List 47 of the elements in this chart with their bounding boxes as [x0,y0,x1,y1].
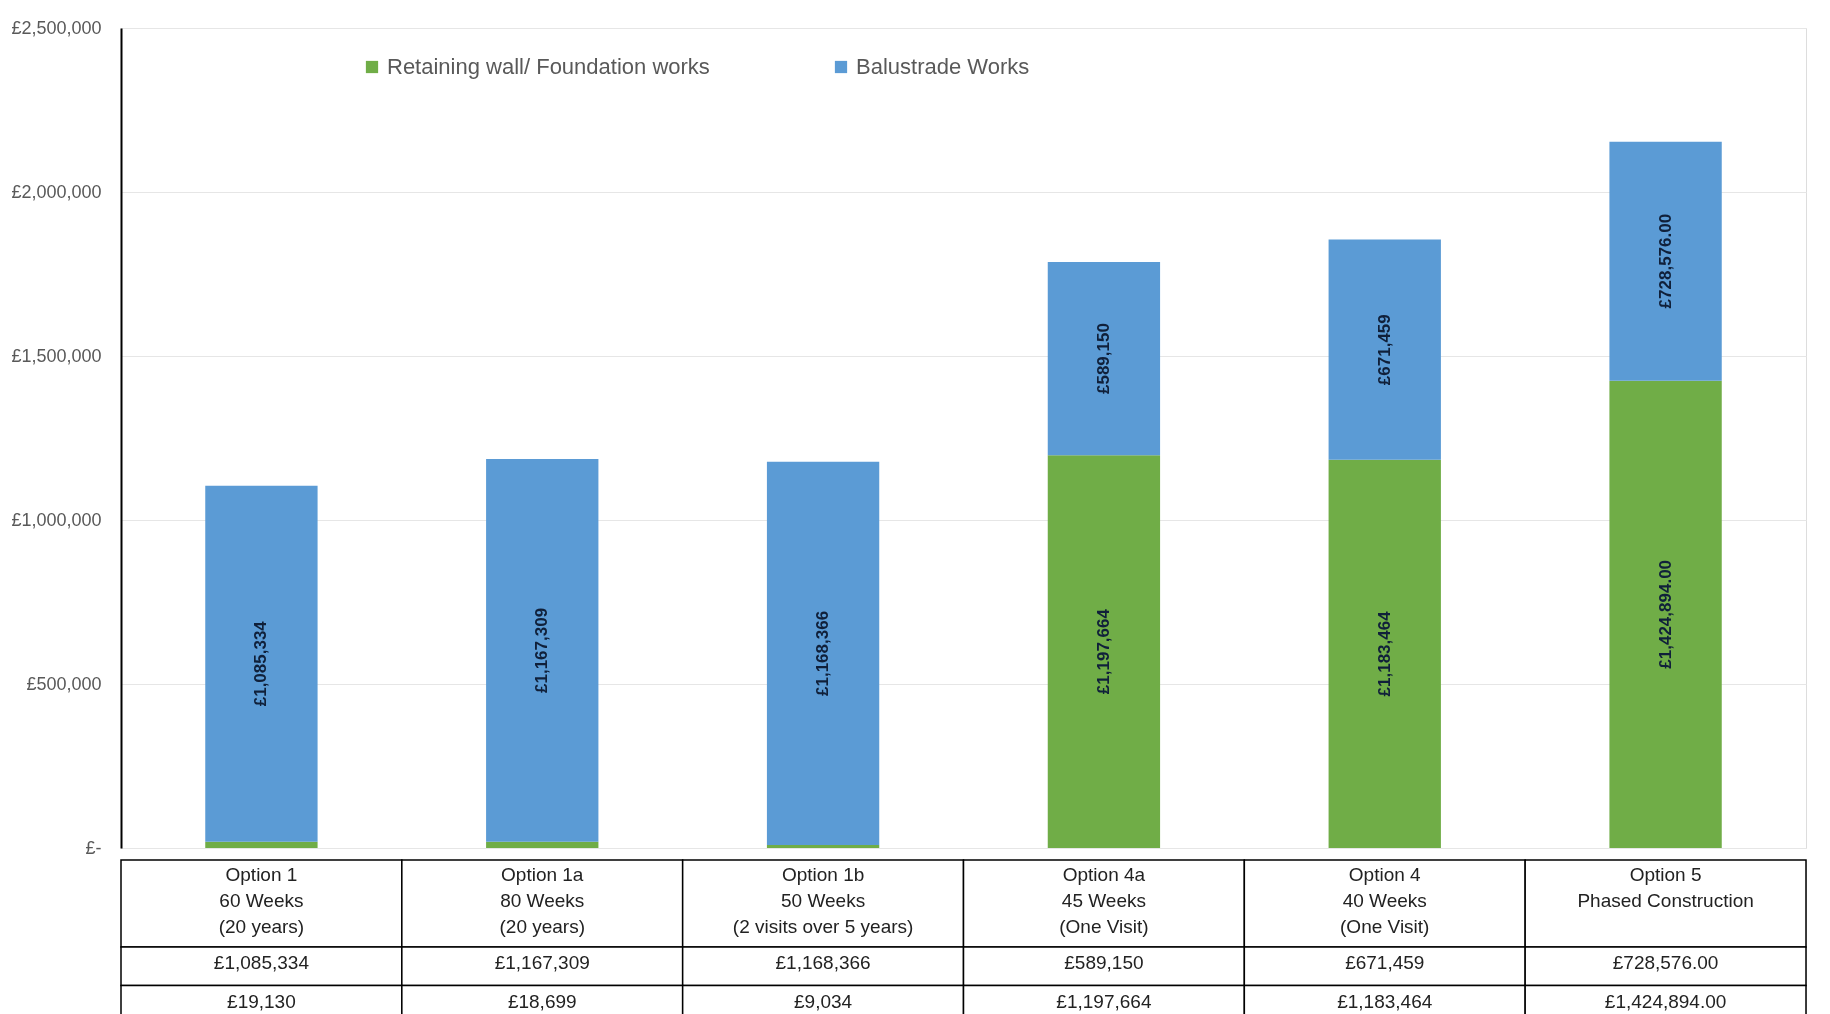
y-tick-label: £1,000,000 [11,509,102,530]
bar [1047,261,1161,456]
data-label: £9,034 [794,990,853,1012]
text: £1,197,664 [1093,609,1113,695]
y-tick-label: £500,000 [26,673,102,694]
y-tick-label: £2,000,000 [11,181,102,202]
data-label: £671,459 [1345,952,1425,973]
text: £1,424,894.00 [1655,559,1675,669]
text: £1,085,334 [251,621,271,707]
bar [1328,459,1441,848]
data-label: £1,424,894.00 [1604,990,1727,1012]
y-tick-label: £1,500,000 [11,345,102,366]
bar [766,845,880,848]
legend-label: Balustrade Works [856,54,1030,79]
text: £1,168,366 [813,610,833,696]
x-tick-label: Option 1 60 Weeks (20 years) [218,864,305,937]
bar [1047,455,1161,848]
text: £1,167,309 [532,607,552,693]
y-tick-label: £- [85,837,102,858]
data-label: £1,183,464 [1337,990,1433,1012]
text: £589,150 [1093,323,1113,394]
bar [486,458,599,842]
bar [1328,239,1441,460]
data-label: £19,130 [227,990,296,1012]
x-tick-label: Option 5 Phased Construction [1577,864,1754,911]
data-label: £18,699 [507,990,577,1012]
x-tick-label: Option 4 40 Weeks (One Visit) [1340,864,1430,937]
bar [486,841,599,848]
data-label: £1,168,366 [775,952,871,973]
x-tick-label: Option 4a 45 Weeks (One Visit) [1059,864,1149,937]
bar [1609,141,1722,381]
data-label: £1,085,334 [213,952,310,973]
bar [205,485,318,842]
text: £728,576.00 [1655,213,1675,309]
text: £671,459 [1374,314,1394,386]
bar [205,841,318,848]
data-label: £1,197,664 [1056,990,1152,1012]
y-tick-label: £2,500,000 [11,17,102,38]
bar [1609,380,1722,848]
data-label: £728,576.00 [1612,952,1719,973]
x-tick-label: Option 1a 80 Weeks (20 years) [499,864,586,937]
data-label: £1,167,309 [494,952,590,973]
x-tick-label: Option 1b 50 Weeks (2 visits over 5 years) [732,864,914,937]
data-label: £589,150 [1064,952,1144,973]
text: £1,183,464 [1374,611,1394,697]
bar [766,461,880,846]
legend-label: Retaining wall/ Foundation works [387,54,710,79]
